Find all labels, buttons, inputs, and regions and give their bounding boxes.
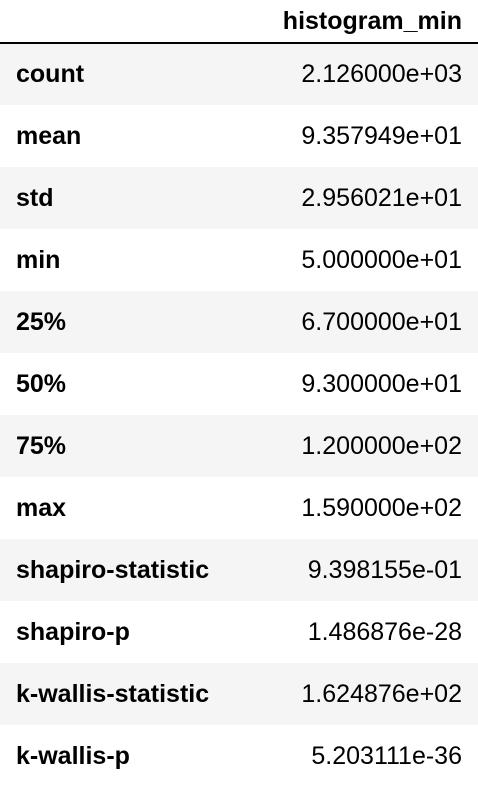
table-row: min 5.000000e+01 xyxy=(0,229,478,291)
row-label: k-wallis-statistic xyxy=(16,679,210,708)
table-row: count 2.126000e+03 xyxy=(0,43,478,105)
table-row: shapiro-statistic 9.398155e-01 xyxy=(0,539,478,601)
row-value: 5.000000e+01 xyxy=(301,245,462,274)
row-value: 2.956021e+01 xyxy=(301,183,462,212)
table-body: count 2.126000e+03 mean 9.357949e+01 std… xyxy=(0,43,478,787)
table-header: histogram_min xyxy=(0,0,478,44)
row-value: 9.398155e-01 xyxy=(307,555,462,584)
row-value: 9.357949e+01 xyxy=(301,121,462,150)
row-label: 25% xyxy=(16,307,67,336)
table-row: 25% 6.700000e+01 xyxy=(0,291,478,353)
row-label: count xyxy=(16,60,85,88)
row-value: 1.486876e-28 xyxy=(307,617,462,646)
header-row: histogram_min xyxy=(0,0,478,44)
table-row: std 2.956021e+01 xyxy=(0,167,478,229)
table-row: max 1.590000e+02 xyxy=(0,477,478,539)
row-value: 2.126000e+03 xyxy=(301,60,462,88)
table-row: 50% 9.300000e+01 xyxy=(0,353,478,415)
table-row: shapiro-p 1.486876e-28 xyxy=(0,601,478,663)
column-header-histogram-min: histogram_min xyxy=(246,0,478,44)
row-label: std xyxy=(16,183,54,212)
table-row: k-wallis-statistic 1.624876e+02 xyxy=(0,663,478,725)
row-label: shapiro-p xyxy=(16,617,130,646)
row-label: shapiro-statistic xyxy=(16,555,210,584)
row-label: min xyxy=(16,245,61,274)
table-row: 75% 1.200000e+02 xyxy=(0,415,478,477)
row-label: k-wallis-p xyxy=(16,741,130,770)
row-value: 1.624876e+02 xyxy=(301,679,462,708)
table-row: k-wallis-p 5.203111e-36 xyxy=(0,725,478,787)
index-header xyxy=(0,0,246,44)
row-label: 50% xyxy=(16,369,67,398)
row-value: 1.200000e+02 xyxy=(301,431,462,460)
row-label: 75% xyxy=(16,431,67,460)
table-row: mean 9.357949e+01 xyxy=(0,105,478,167)
row-label: mean xyxy=(16,121,82,150)
row-value: 9.300000e+01 xyxy=(301,369,462,398)
row-value: 1.590000e+02 xyxy=(301,493,462,522)
row-value: 6.700000e+01 xyxy=(301,307,462,336)
row-value: 5.203111e-36 xyxy=(311,741,462,770)
row-label: max xyxy=(16,493,67,522)
